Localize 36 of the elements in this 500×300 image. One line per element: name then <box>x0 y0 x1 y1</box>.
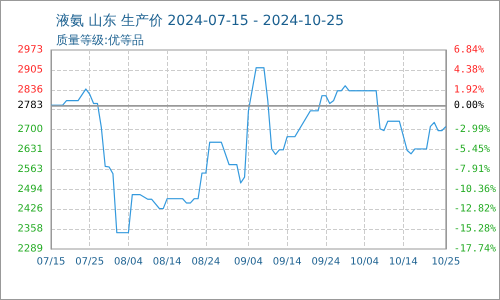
y2-tick-label: 6.84% <box>454 44 484 56</box>
x-tick-label: 08/14 <box>152 256 182 268</box>
y2-tick-label: 0.00% <box>454 100 484 111</box>
y2-tick-label: 4.38% <box>454 64 484 76</box>
chart-title: 液氨 山东 生产价 2024-07-15 - 2024-10-25 <box>56 13 344 29</box>
y2-tick-label: -10.36% <box>454 184 496 195</box>
y-tick-label: 2563 <box>18 164 43 175</box>
y-tick-label: 2494 <box>18 184 43 195</box>
x-tick-label: 09/24 <box>311 256 340 268</box>
x-tick-label: 08/04 <box>114 256 143 268</box>
x-tick-label: 09/14 <box>272 256 302 268</box>
y-tick-label: 2631 <box>18 144 43 155</box>
x-tick-label: 08/24 <box>191 256 220 268</box>
y-tick-label: 2289 <box>18 244 43 254</box>
y2-tick-label: -7.91% <box>454 164 490 175</box>
y-tick-label: 2973 <box>18 44 43 56</box>
y-tick-label: 2700 <box>18 124 43 135</box>
line-series <box>50 67 446 234</box>
y-tick-label: 2783 <box>18 100 43 111</box>
y-tick-label: 2836 <box>18 84 43 96</box>
y-tick-label: 2905 <box>18 64 43 76</box>
y2-tick-label: -12.82% <box>454 204 496 215</box>
y-tick-label: 2426 <box>18 204 43 215</box>
x-tick-label: 07/15 <box>36 256 66 268</box>
x-tick-label: 07/25 <box>75 256 104 268</box>
chart-subtitle: 质量等级:优等品 <box>56 33 144 47</box>
x-tick-label: 10/14 <box>388 256 418 268</box>
y2-tick-label: -17.74% <box>454 244 496 254</box>
x-tick-label: 09/04 <box>234 256 263 268</box>
x-tick-label: 10/04 <box>350 256 379 268</box>
y-tick-label: 2358 <box>18 223 43 234</box>
y2-tick-label: -2.99% <box>454 124 490 136</box>
x-tick-label: 10/25 <box>431 256 460 268</box>
y2-tick-label: 1.92% <box>454 84 484 96</box>
y2-tick-label: -5.45% <box>454 144 490 155</box>
y2-tick-label: -15.28% <box>454 224 496 235</box>
